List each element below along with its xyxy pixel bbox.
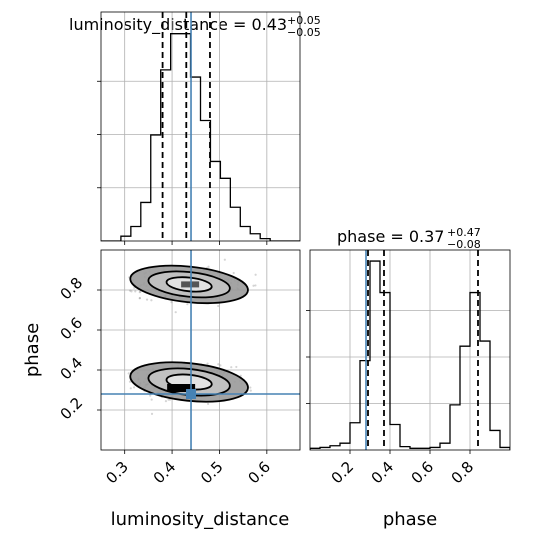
luminosity-distance-histogram xyxy=(97,11,301,245)
joint-density-panel xyxy=(94,249,301,454)
scatter-point xyxy=(206,362,209,365)
phase-histogram xyxy=(306,249,511,454)
scatter-point xyxy=(150,299,153,302)
joint-frame xyxy=(100,249,301,451)
phase-tick-label: 0.6 xyxy=(408,458,438,488)
phase-ytick-label: 0.8 xyxy=(57,274,87,304)
phase-step-group xyxy=(310,260,510,450)
phase-title: phase = 0.37 xyxy=(337,227,444,246)
scatter-point xyxy=(249,386,252,389)
scatter-point xyxy=(219,364,222,367)
scatter-point xyxy=(138,296,141,300)
ld-title-minus: −0.05 xyxy=(287,26,321,39)
scatter-point xyxy=(128,289,132,292)
phase-title-minus: −0.08 xyxy=(447,238,481,251)
ld-tick-label: 0.6 xyxy=(244,458,274,488)
ld-tick-label: 0.5 xyxy=(197,458,227,488)
phase-ytick-label: 0.2 xyxy=(57,394,87,424)
ld-title: luminosity_distance = 0.43 xyxy=(69,15,287,35)
density-peak xyxy=(181,281,200,288)
scatter-point xyxy=(130,290,133,293)
x-axis-label-luminosity-distance: luminosity_distance xyxy=(111,509,290,530)
joint-content xyxy=(94,258,257,415)
scatter-point xyxy=(254,284,257,287)
phase-frame xyxy=(309,249,511,451)
phase-histogram-step xyxy=(310,260,510,450)
scatter-point xyxy=(134,290,137,293)
phase-title-plus: +0.47 xyxy=(447,226,481,239)
density-contour xyxy=(165,276,213,293)
joint-truth-marker xyxy=(186,389,197,399)
scatter-point xyxy=(167,398,170,401)
ld-frame xyxy=(100,11,301,242)
ld-histogram-step xyxy=(101,33,300,241)
y-axis-label-phase: phase xyxy=(22,323,43,377)
x-axis-label-phase: phase xyxy=(383,509,437,530)
scatter-point xyxy=(170,301,173,304)
scatter-point xyxy=(239,374,242,377)
scatter-point xyxy=(252,284,255,287)
scatter-point xyxy=(132,386,136,389)
scatter-point xyxy=(138,297,141,300)
phase-ytick-label: 0.6 xyxy=(57,314,87,344)
scatter-point xyxy=(149,394,152,397)
phase-tick-label: 0.4 xyxy=(368,458,398,488)
scatter-point xyxy=(230,366,233,369)
phase-ytick-label: 0.4 xyxy=(57,354,87,384)
scatter-point xyxy=(139,290,142,293)
scatter-point xyxy=(174,311,177,314)
scatter-point xyxy=(129,387,132,390)
scatter-point xyxy=(235,365,238,369)
ld-tick-label: 0.3 xyxy=(102,458,132,488)
scatter-point xyxy=(223,258,226,261)
scatter-point xyxy=(138,290,141,294)
scatter-point xyxy=(207,265,210,268)
scatter-point xyxy=(150,398,153,401)
scatter-point xyxy=(186,303,189,306)
scatter-point xyxy=(232,271,235,275)
ld-step-group xyxy=(101,33,300,241)
ld-tick-label: 0.4 xyxy=(150,458,180,488)
scatter-point xyxy=(217,304,220,308)
scatter-point xyxy=(206,402,210,405)
scatter-point xyxy=(150,412,154,415)
phase-tick-label: 0.8 xyxy=(448,458,478,488)
scatter-point xyxy=(128,380,132,383)
scatter-point xyxy=(217,363,220,366)
scatter-point xyxy=(127,372,130,375)
scatter-point xyxy=(145,298,149,301)
scatter-point xyxy=(254,273,257,276)
density-peak xyxy=(167,384,196,392)
phase-tick-label: 0.2 xyxy=(328,458,358,488)
ld-title-plus: +0.05 xyxy=(287,14,321,27)
scatter-point xyxy=(164,400,168,403)
scatter-point xyxy=(94,377,96,379)
scatter-point xyxy=(249,389,252,392)
